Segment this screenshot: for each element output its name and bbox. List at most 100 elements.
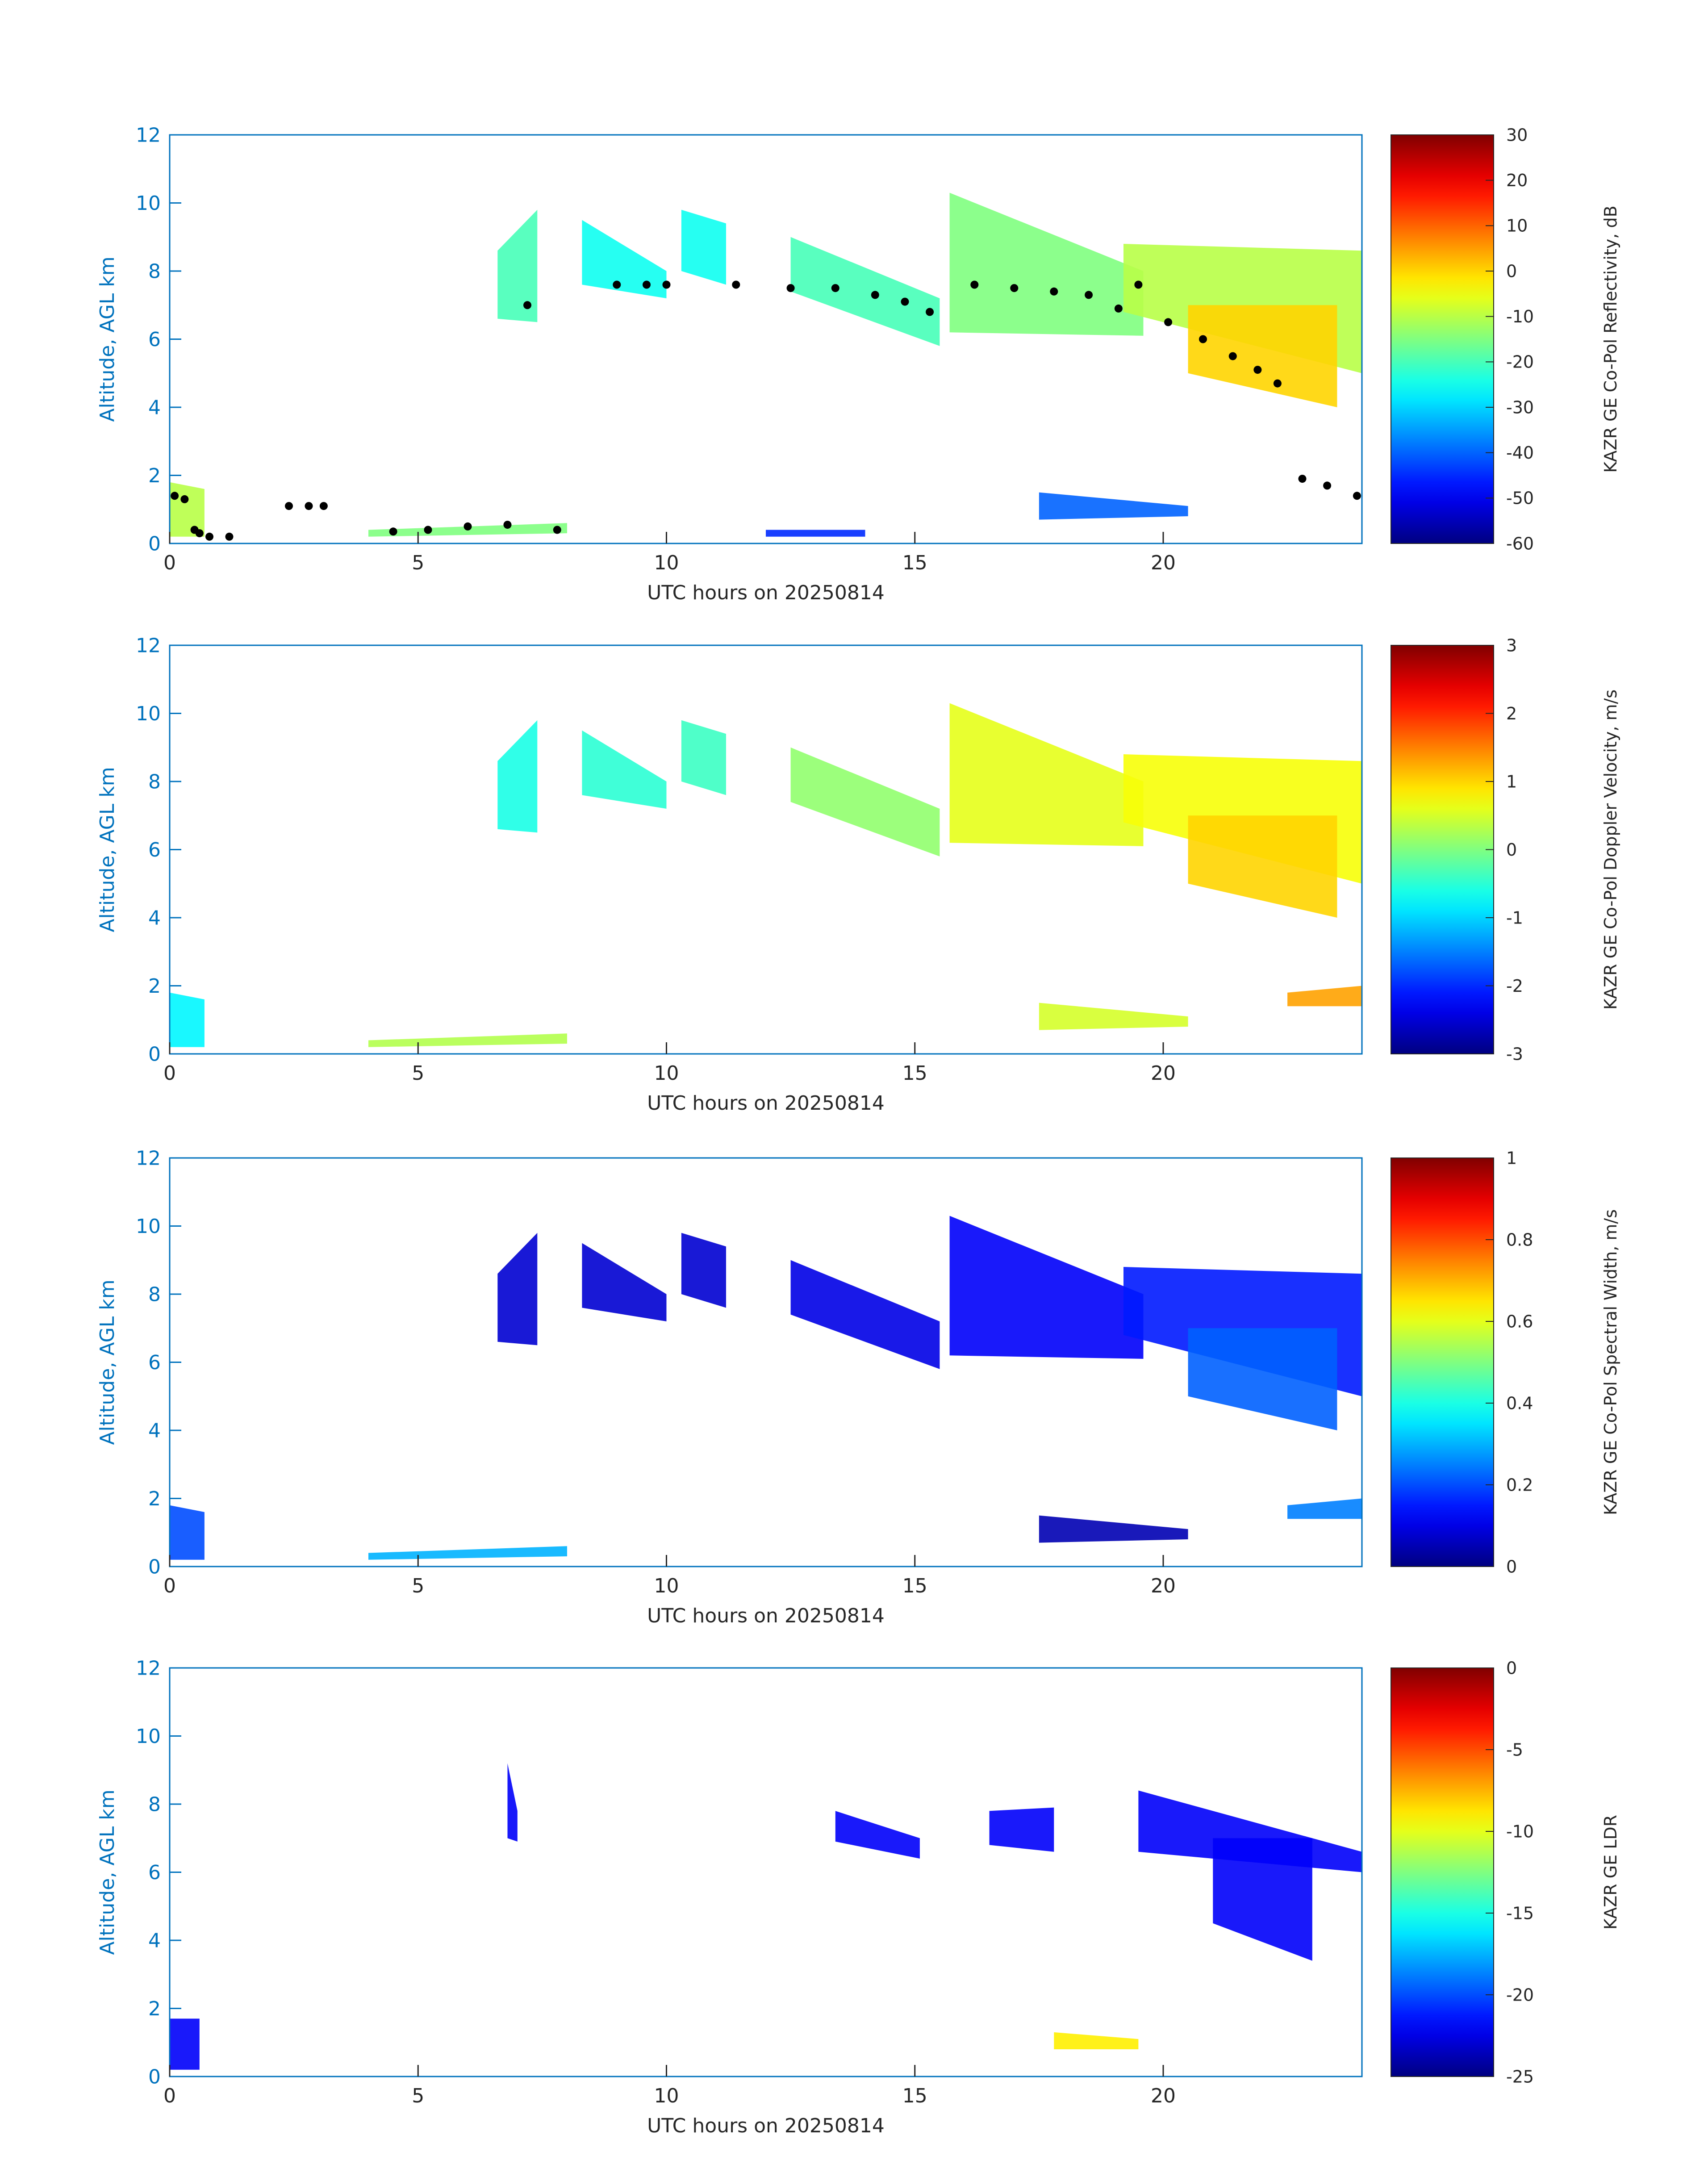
y-tick-label: 6 bbox=[148, 1861, 161, 1884]
retrieval-point bbox=[1134, 280, 1143, 289]
y-axis-label: Altitude, AGL km bbox=[96, 767, 119, 932]
y-tick-label: 12 bbox=[136, 1657, 161, 1680]
y-axis-label: Altitude, AGL km bbox=[96, 1789, 119, 1955]
ldr-panel: 0 2 4 6 8 10 12 0 5 10 15 20 Altitude, AGL km UTC hou… bbox=[96, 1657, 1620, 2137]
plot-frame bbox=[169, 1667, 1363, 2077]
x-tick-label: 0 bbox=[163, 2085, 176, 2107]
colorbar-tick-label: -15 bbox=[1506, 1903, 1534, 1923]
x-tick-label: 20 bbox=[1151, 1062, 1176, 1085]
echo-region bbox=[766, 530, 865, 537]
retrieval-point bbox=[871, 291, 879, 299]
colorbar-tick-label: 1 bbox=[1506, 772, 1517, 791]
plot-frame bbox=[169, 644, 1363, 1055]
y-tick-label: 12 bbox=[136, 124, 161, 146]
x-tick-label: 0 bbox=[163, 1062, 176, 1085]
retrieval-point bbox=[180, 495, 189, 503]
echo-region bbox=[507, 1763, 518, 1842]
y-tick-label: 4 bbox=[148, 1419, 161, 1442]
x-tick-label: 15 bbox=[902, 2085, 927, 2107]
colorbar-tick-label: 0.2 bbox=[1506, 1475, 1533, 1495]
echo-region bbox=[681, 720, 726, 795]
x-tick-label: 5 bbox=[412, 2085, 424, 2107]
retrieval-point bbox=[1114, 304, 1123, 313]
data-layer bbox=[170, 1216, 1362, 1560]
retrieval-point bbox=[1253, 366, 1262, 374]
echo-region bbox=[1287, 1498, 1362, 1519]
echo-region bbox=[582, 730, 667, 809]
y-tick-label: 6 bbox=[148, 328, 161, 351]
retrieval-point bbox=[503, 521, 512, 529]
echo-region bbox=[790, 1260, 940, 1369]
data-layer bbox=[170, 1763, 1362, 2070]
colorbar bbox=[1391, 1157, 1494, 1567]
retrieval-point bbox=[926, 308, 934, 316]
colorbar-tick-label: 0 bbox=[1506, 261, 1517, 281]
x-axis-label: UTC hours on 20250814 bbox=[647, 2114, 885, 2137]
retrieval-point bbox=[1228, 352, 1237, 360]
echo-region bbox=[497, 1233, 538, 1345]
retrieval-point bbox=[1273, 379, 1282, 388]
x-tick-label: 5 bbox=[412, 552, 424, 574]
retrieval-point bbox=[195, 529, 204, 538]
y-tick-label: 10 bbox=[136, 702, 161, 725]
echo-region bbox=[582, 220, 667, 298]
echo-region bbox=[170, 992, 205, 1047]
retrieval-point bbox=[285, 502, 293, 510]
echo-region bbox=[170, 1505, 205, 1560]
echo-region bbox=[790, 237, 940, 346]
colorbar-tick-label: 0.6 bbox=[1506, 1312, 1533, 1331]
x-tick-label: 15 bbox=[902, 1062, 927, 1085]
retrieval-point bbox=[205, 532, 213, 541]
x-tick-label: 10 bbox=[654, 2085, 679, 2107]
retrieval-point bbox=[662, 280, 671, 289]
y-tick-label: 6 bbox=[148, 1351, 161, 1374]
colorbar bbox=[1391, 134, 1494, 544]
x-tick-label: 20 bbox=[1151, 1575, 1176, 1597]
echo-region bbox=[1188, 815, 1337, 918]
echo-region bbox=[1039, 1003, 1188, 1030]
echo-region bbox=[790, 747, 940, 857]
y-tick-label: 4 bbox=[148, 396, 161, 419]
colorbar-tick-label: 30 bbox=[1506, 125, 1528, 145]
x-tick-label: 5 bbox=[412, 1062, 424, 1085]
x-tick-label: 20 bbox=[1151, 2085, 1176, 2107]
x-tick-label: 5 bbox=[412, 1575, 424, 1597]
retrieval-point bbox=[319, 502, 328, 510]
retrieval-point bbox=[1353, 492, 1361, 500]
colorbar-tick-label: 10 bbox=[1506, 216, 1528, 236]
echo-region bbox=[949, 1216, 1144, 1359]
retrieval-point bbox=[389, 527, 397, 536]
retrieval-point bbox=[1010, 284, 1019, 292]
echo-region bbox=[368, 1033, 567, 1047]
y-tick-label: 10 bbox=[136, 1215, 161, 1238]
colorbar-tick-label: 0 bbox=[1506, 840, 1517, 860]
echo-region bbox=[170, 482, 205, 537]
colorbar-tick-label: -10 bbox=[1506, 307, 1534, 326]
echo-region bbox=[1188, 305, 1337, 407]
y-tick-label: 2 bbox=[148, 1997, 161, 2020]
data-layer bbox=[170, 703, 1362, 1047]
colorbar-tick-label: -50 bbox=[1506, 489, 1534, 508]
colorbar-tick-label: -5 bbox=[1506, 1740, 1523, 1759]
retrieval-point bbox=[732, 280, 740, 289]
retrieval-point bbox=[1199, 335, 1207, 343]
retrieval-point bbox=[1323, 481, 1332, 490]
echo-region bbox=[497, 209, 538, 322]
echo-region bbox=[1054, 2032, 1139, 2049]
colorbar-tick-label: -60 bbox=[1506, 534, 1534, 553]
colorbar bbox=[1391, 1667, 1494, 2077]
echo-region bbox=[368, 1546, 567, 1560]
colorbar bbox=[1391, 645, 1494, 1054]
colorbar-tick-label: 0.4 bbox=[1506, 1393, 1533, 1413]
colorbar-tick-label: 1 bbox=[1506, 1148, 1517, 1168]
colorbar-label: KAZR GE Co-Pol Doppler Velocity, m/s bbox=[1601, 689, 1620, 1010]
y-tick-label: 4 bbox=[148, 1929, 161, 1952]
colorbar-tick-label: 0 bbox=[1506, 1658, 1517, 1678]
colorbar-label: KAZR GE Co-Pol Reflectivity, dB bbox=[1601, 205, 1620, 472]
y-tick-label: 8 bbox=[148, 1793, 161, 1816]
retrieval-point bbox=[970, 280, 979, 289]
retrieval-point bbox=[786, 284, 795, 292]
colorbar-tick-label: 20 bbox=[1506, 171, 1528, 190]
colorbar-tick-label: -40 bbox=[1506, 443, 1534, 463]
retrieval-point bbox=[523, 301, 531, 309]
